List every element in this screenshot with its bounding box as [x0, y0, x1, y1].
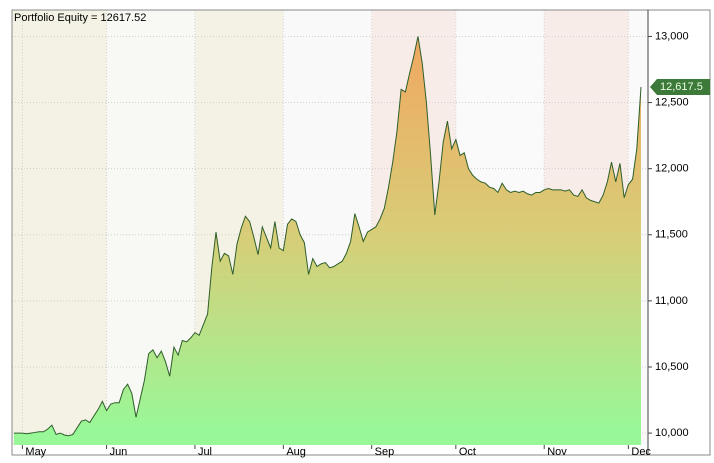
area-fill [14, 36, 641, 445]
x-tick-label: Jun [110, 446, 128, 458]
y-tick-label: 11,000 [655, 295, 688, 307]
x-tick-label: Dec [631, 446, 651, 458]
plot [14, 36, 642, 445]
last-value-tag [650, 79, 710, 96]
x-tick-label: Oct [459, 446, 476, 458]
last-value-label: 12,617.5 [660, 81, 703, 93]
y-tick-label: 12,000 [655, 163, 689, 175]
chart-title: Portfolio Equity = 12617.52 [14, 12, 146, 24]
x-tick-label: Sep [375, 446, 395, 458]
y-tick-label: 11,500 [655, 229, 688, 241]
x-tick-label: Jul [198, 446, 212, 458]
frame [11, 9, 711, 456]
y-tick-label: 13,000 [655, 30, 689, 42]
y-tick-label: 10,000 [655, 427, 689, 439]
x-tick-label: Aug [286, 446, 306, 458]
y-tick-label: 12,500 [655, 96, 689, 108]
y-tick-label: 10,500 [655, 361, 689, 373]
month-band [12, 10, 107, 445]
x-tick-label: May [25, 446, 46, 458]
x-tick-label: Nov [547, 446, 567, 458]
equity-line [14, 36, 642, 437]
